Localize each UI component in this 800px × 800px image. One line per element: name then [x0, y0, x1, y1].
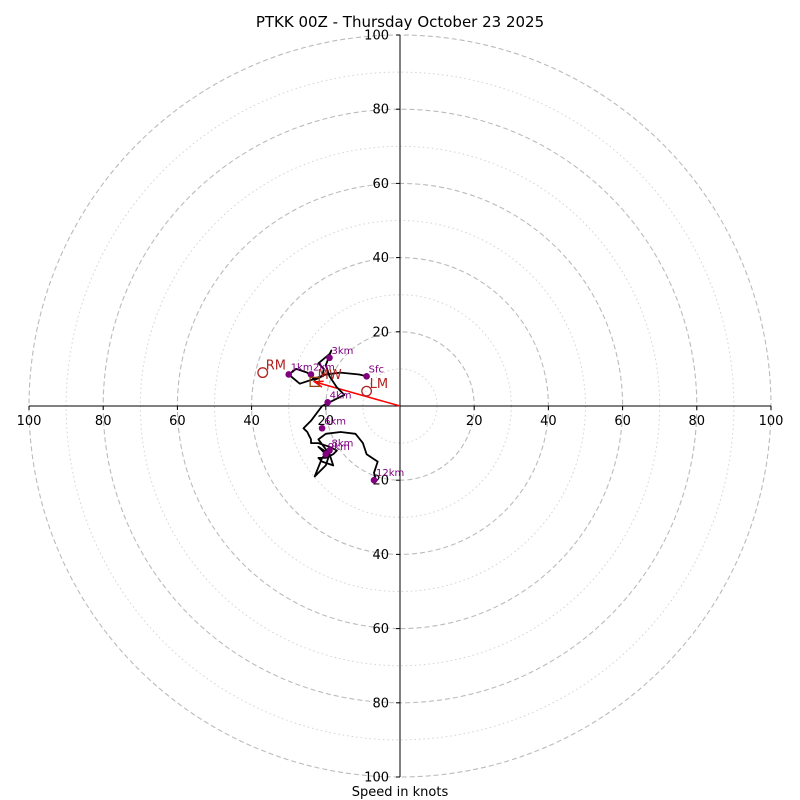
- height-marker-4km: [324, 398, 331, 406]
- x-tick-label: 40: [243, 414, 260, 429]
- height-marker-12km: [370, 476, 378, 484]
- height-label-1km: 1km: [291, 362, 313, 373]
- y-tick-label: 80: [372, 696, 389, 711]
- mean-wind-label: MW: [318, 368, 342, 383]
- height-marker-9km: [322, 450, 330, 458]
- mean-wind-marker: [309, 376, 320, 388]
- height-marker-1km: [285, 371, 293, 378]
- height-label-12km: 12km: [376, 468, 404, 479]
- height-marker-6km: [318, 424, 326, 432]
- y-tick-label: 20: [372, 474, 389, 489]
- x-axis-label: Speed in knots: [352, 785, 449, 800]
- height-label-9km: 9km: [328, 442, 350, 453]
- height-label-2km: 2km: [313, 362, 335, 373]
- x-tick-label: 100: [17, 414, 42, 429]
- x-tick-label: 100: [759, 414, 784, 429]
- height-label-6km: 6km: [324, 416, 346, 427]
- rm-label: RM: [266, 359, 286, 374]
- y-tick-label: 60: [372, 622, 389, 637]
- lm-label: LM: [370, 377, 388, 392]
- height-label-4km: 4km: [330, 390, 352, 401]
- height-label-8km: 8km: [332, 439, 354, 450]
- y-tick-label: 100: [364, 29, 389, 44]
- height-marker-sfc: [363, 373, 370, 380]
- x-tick-label: 80: [689, 414, 706, 429]
- chart-title: PTKK 00Z - Thursday October 23 2025: [256, 13, 544, 31]
- x-tick-label: 60: [169, 414, 186, 429]
- lm-marker: [361, 385, 373, 397]
- storm-motion-markers: RM LM MW: [257, 359, 388, 397]
- x-tick-label: 60: [614, 414, 631, 429]
- shear-vector-line: [314, 381, 401, 407]
- y-tick-label: 100: [364, 771, 389, 786]
- tick-labels: 100 80 60 40 20 20 40 60 80 100100806040202040608…: [17, 29, 784, 786]
- x-tick-label: 80: [95, 414, 112, 429]
- height-marker-2km: [307, 371, 315, 378]
- x-tick-label: 20: [466, 414, 483, 429]
- y-tick-label: 20: [372, 325, 389, 340]
- y-tick-label: 60: [372, 177, 389, 192]
- y-tick-label: 40: [372, 548, 389, 563]
- y-tick-label: 40: [372, 251, 389, 266]
- rm-marker: [257, 367, 269, 379]
- x-tick-label: 40: [540, 414, 557, 429]
- height-marker-3km: [326, 354, 333, 362]
- height-label-sfc: Sfc: [369, 364, 384, 375]
- height-label-3km: 3km: [332, 346, 354, 357]
- y-tick-label: 80: [372, 103, 389, 118]
